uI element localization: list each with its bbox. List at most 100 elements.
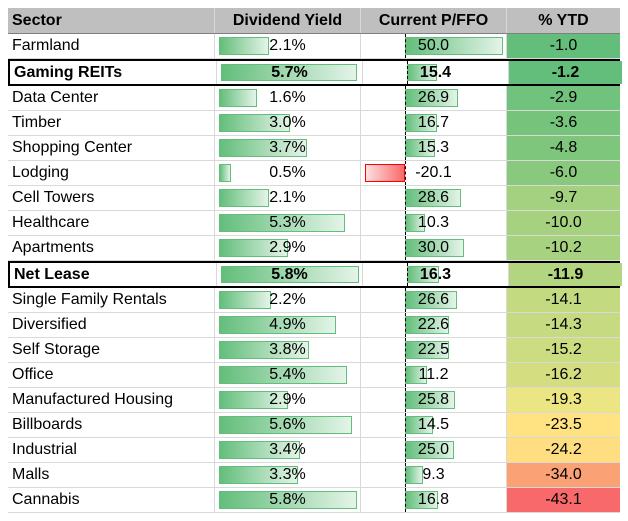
pffo-label: 9.3 <box>422 466 445 483</box>
pffo-cell: 22.6 <box>361 313 507 337</box>
sector-name: Shopping Center <box>8 136 215 160</box>
ytd-cell: -14.1 <box>507 288 620 312</box>
pffo-label: 10.3 <box>417 214 450 231</box>
dividend-yield-cell: 3.7% <box>215 136 361 160</box>
pffo-label: 22.6 <box>417 316 450 333</box>
dividend-yield-label: 2.9% <box>269 239 306 256</box>
dividend-yield-label: 4.9% <box>269 316 306 333</box>
sector-name: Data Center <box>8 86 215 110</box>
pffo-label: 16.8 <box>417 491 450 508</box>
ytd-cell: -11.9 <box>509 263 622 286</box>
dividend-yield-cell: 5.7% <box>217 61 363 84</box>
table-row: Healthcare 5.3% 10.3 -10.0 <box>8 211 620 236</box>
pffo-bar <box>365 164 405 182</box>
dividend-yield-bar <box>219 189 269 207</box>
pffo-label: 14.5 <box>417 416 450 433</box>
ytd-cell: -1.2 <box>509 61 622 84</box>
pffo-label: 26.9 <box>417 89 450 106</box>
ytd-cell: -23.5 <box>507 413 620 437</box>
dividend-yield-cell: 2.1% <box>215 34 361 58</box>
dividend-yield-cell: 0.5% <box>215 161 361 185</box>
pffo-label: 15.3 <box>417 139 450 156</box>
pffo-axis-line <box>406 61 408 84</box>
pffo-cell: 9.3 <box>361 463 507 487</box>
ytd-cell: -43.1 <box>507 488 620 512</box>
table-row: Net Lease 5.8% 16.3 -11.9 <box>8 261 622 288</box>
table-row: Shopping Center 3.7% 15.3 -4.8 <box>8 136 620 161</box>
table-row: Apartments 2.9% 30.0 -10.2 <box>8 236 620 261</box>
pffo-cell: 15.4 <box>363 61 509 84</box>
dividend-yield-cell: 5.3% <box>215 211 361 235</box>
sector-name: Farmland <box>8 34 215 58</box>
dividend-yield-bar <box>219 316 336 334</box>
ytd-cell: -10.0 <box>507 211 620 235</box>
sector-name: Billboards <box>8 413 215 437</box>
dividend-yield-bar <box>219 214 346 232</box>
pffo-axis-line <box>404 111 406 135</box>
header-dividend-yield: Dividend Yield <box>215 8 361 33</box>
sector-name: Manufactured Housing <box>8 388 215 412</box>
ytd-cell: -3.6 <box>507 111 620 135</box>
ytd-cell: -6.0 <box>507 161 620 185</box>
dividend-yield-bar <box>219 164 231 182</box>
pffo-axis-line <box>404 236 406 260</box>
header-sector: Sector <box>8 8 215 33</box>
dividend-yield-bar <box>219 391 288 409</box>
dividend-yield-label: 5.4% <box>269 366 306 383</box>
dividend-yield-cell: 5.8% <box>217 263 363 286</box>
dividend-yield-cell: 5.6% <box>215 413 361 437</box>
dividend-yield-bar <box>219 416 353 434</box>
dividend-yield-label: 2.1% <box>269 37 306 54</box>
sector-name: Office <box>8 363 215 387</box>
table-row: Industrial 3.4% 25.0 -24.2 <box>8 438 620 463</box>
table-row: Gaming REITs 5.7% 15.4 -1.2 <box>8 59 622 86</box>
dividend-yield-bar <box>221 266 359 283</box>
pffo-label: -20.1 <box>415 164 452 181</box>
pffo-cell: 22.5 <box>361 338 507 362</box>
pffo-axis-line <box>404 363 406 387</box>
sector-name: Single Family Rentals <box>8 288 215 312</box>
pffo-cell: 26.9 <box>361 86 507 110</box>
ytd-cell: -34.0 <box>507 463 620 487</box>
dividend-yield-label: 5.3% <box>269 214 306 231</box>
ytd-cell: -1.0 <box>507 34 620 58</box>
ytd-cell: -9.7 <box>507 186 620 210</box>
dividend-yield-bar <box>219 89 258 107</box>
dividend-yield-label: 1.6% <box>269 89 306 106</box>
header-ytd: % YTD <box>538 11 589 29</box>
table-row: Diversified 4.9% 22.6 -14.3 <box>8 313 620 338</box>
sector-name: Cannabis <box>8 488 215 512</box>
table-row: Cannabis 5.8% 16.8 -43.1 <box>8 488 620 513</box>
pffo-cell: 15.3 <box>361 136 507 160</box>
dividend-yield-cell: 2.2% <box>215 288 361 312</box>
pffo-cell: 25.0 <box>361 438 507 462</box>
sector-name: Malls <box>8 463 215 487</box>
dividend-yield-label: 3.7% <box>269 139 306 156</box>
pffo-cell: 26.6 <box>361 288 507 312</box>
dividend-yield-cell: 2.9% <box>215 388 361 412</box>
pffo-axis-line <box>404 161 406 185</box>
pffo-cell: 16.7 <box>361 111 507 135</box>
ytd-cell: -19.3 <box>507 388 620 412</box>
pffo-axis-line <box>404 338 406 362</box>
pffo-label: 25.8 <box>417 391 450 408</box>
pffo-axis-line <box>404 288 406 312</box>
table-row: Self Storage 3.8% 22.5 -15.2 <box>8 338 620 363</box>
pffo-cell: 11.2 <box>361 363 507 387</box>
dividend-yield-bar <box>219 37 269 55</box>
dividend-yield-label: 3.8% <box>269 341 306 358</box>
pffo-label: 28.6 <box>417 189 450 206</box>
table-row: Farmland 2.1% 50.0 -1.0 <box>8 34 620 59</box>
table-row: Billboards 5.6% 14.5 -23.5 <box>8 413 620 438</box>
dividend-yield-cell: 5.8% <box>215 488 361 512</box>
dividend-yield-label: 2.1% <box>269 189 306 206</box>
dividend-yield-label: 5.7% <box>271 63 308 81</box>
dividend-yield-cell: 3.3% <box>215 463 361 487</box>
dividend-yield-cell: 2.9% <box>215 236 361 260</box>
ytd-cell: -4.8 <box>507 136 620 160</box>
table-row: Cell Towers 2.1% 28.6 -9.7 <box>8 186 620 211</box>
pffo-label: 16.3 <box>419 265 452 283</box>
table-row: Office 5.4% 11.2 -16.2 <box>8 363 620 388</box>
pffo-axis-line <box>404 186 406 210</box>
pffo-cell: 10.3 <box>361 211 507 235</box>
